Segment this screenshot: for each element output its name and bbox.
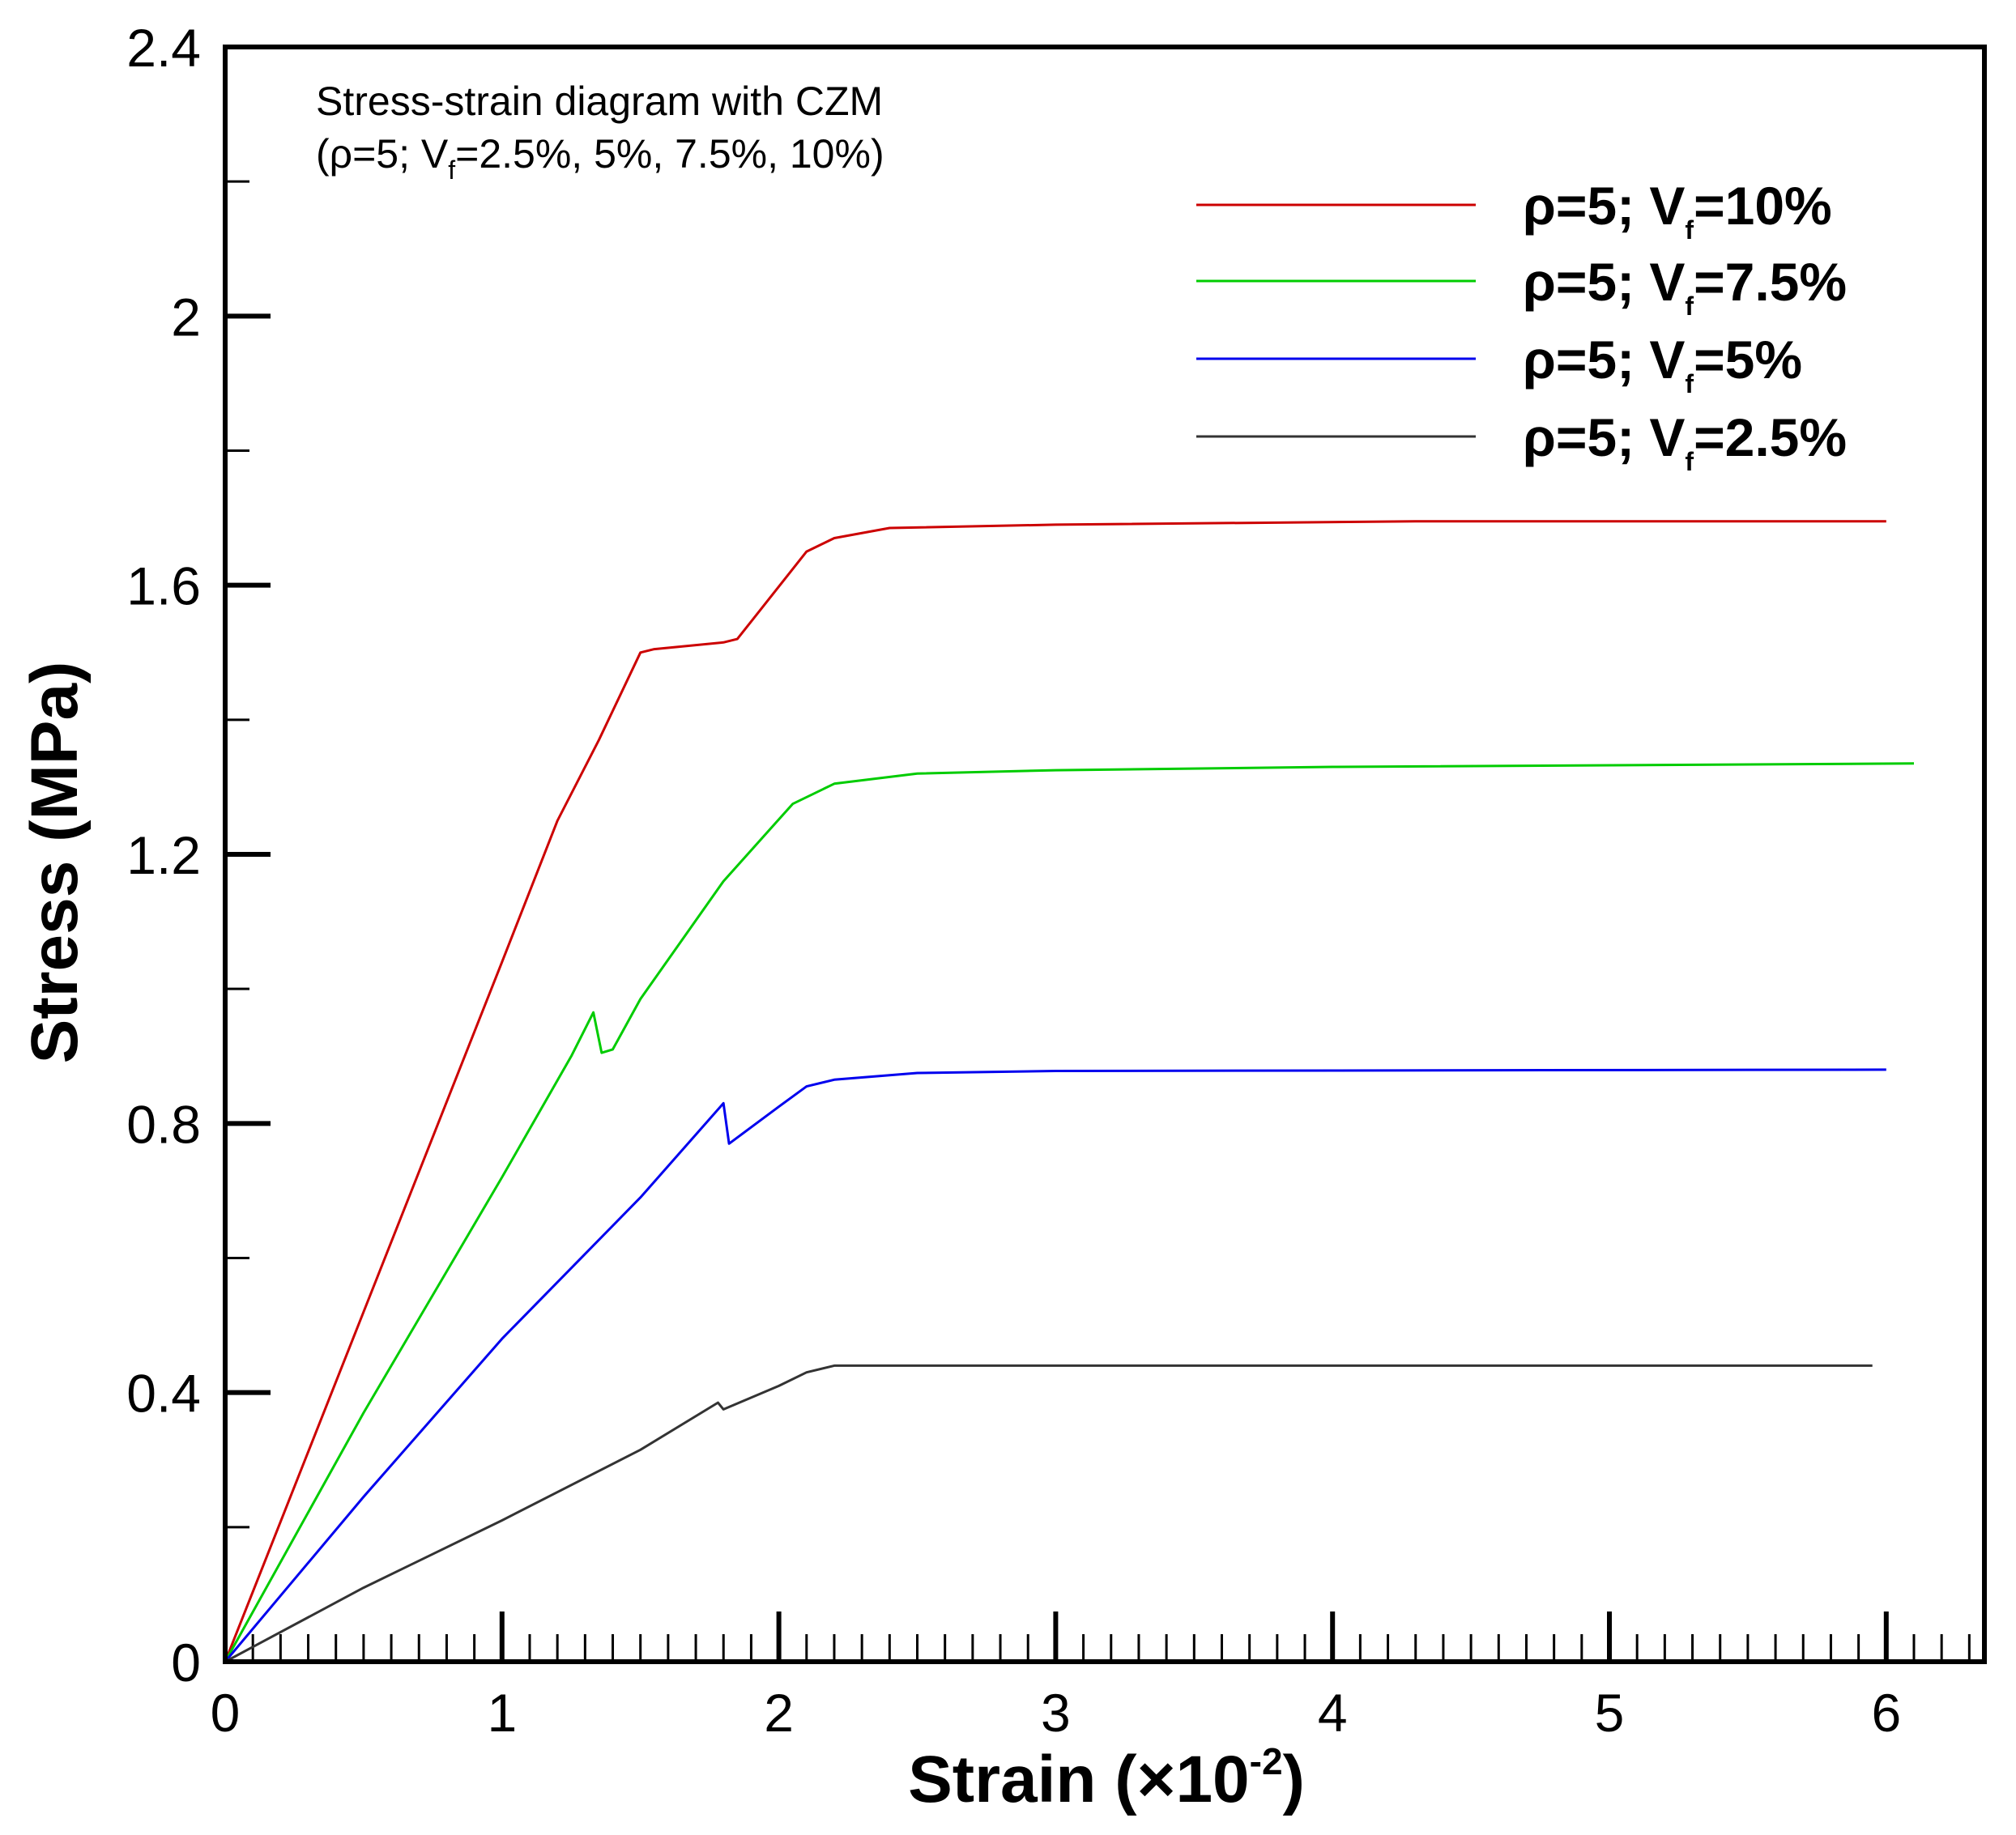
x-tick-label: 5 <box>1595 1683 1625 1743</box>
y-tick-label: 2.4 <box>126 18 201 78</box>
x-tick-label: 4 <box>1318 1683 1348 1743</box>
series-lines <box>224 520 1915 1663</box>
y-tick-labels: 0 0.4 0.8 1.2 1.6 2 2.4 <box>126 18 201 1692</box>
x-tick-label: 2 <box>764 1683 794 1743</box>
legend-label: ρ=5; Vf=10% <box>1523 176 1832 245</box>
y-tick-label: 2 <box>171 287 201 347</box>
x-tick-label: 1 <box>487 1683 517 1743</box>
x-tick-label: 3 <box>1041 1683 1071 1743</box>
y-tick-label: 0.8 <box>126 1094 201 1154</box>
plot-frame <box>223 45 1987 1664</box>
legend-label: ρ=5; Vf=7.5% <box>1523 252 1847 321</box>
y-axis-title: Stress (MPa) <box>18 662 92 1064</box>
legend-label: ρ=5; Vf=2.5% <box>1523 407 1847 476</box>
y-tick-label: 1.6 <box>126 556 201 616</box>
annotation-line-2: (ρ=5; Vf=2.5%, 5%, 7.5%, 10%) <box>316 131 884 185</box>
series-line <box>224 520 1886 1663</box>
y-tick-label: 1.2 <box>126 825 201 885</box>
y-tick-label: 0 <box>171 1633 201 1692</box>
x-tick-label: 0 <box>211 1683 241 1743</box>
minor-ticks <box>225 180 1971 1662</box>
legend-label: ρ=5; Vf=5% <box>1523 330 1802 398</box>
legend: ρ=5; Vf=10% ρ=5; Vf=7.5% ρ=5; Vf=5% ρ=5; Vf… <box>1196 176 1847 476</box>
annotation-line-1: Stress-strain diagram with CZM <box>316 79 883 124</box>
major-ticks <box>225 313 1889 1662</box>
series-line <box>224 762 1915 1663</box>
series-line <box>224 1364 1873 1663</box>
x-tick-labels: 0 1 2 3 4 5 6 <box>211 1683 1902 1743</box>
y-tick-label: 0.4 <box>126 1364 201 1424</box>
x-tick-label: 6 <box>1871 1683 1901 1743</box>
series-line <box>224 1068 1886 1663</box>
x-axis-title: Strain (×10-2) <box>908 1740 1305 1816</box>
